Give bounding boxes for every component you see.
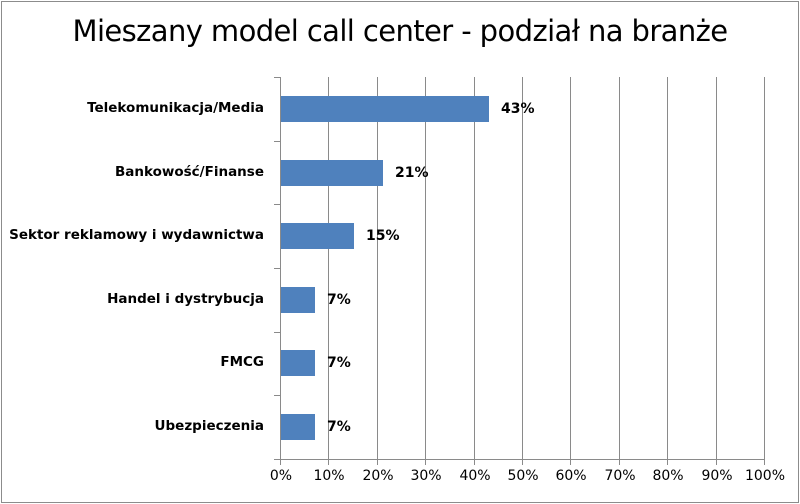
gridline bbox=[716, 77, 717, 459]
x-tick bbox=[522, 459, 523, 465]
gridline bbox=[328, 77, 329, 459]
x-tick-label: 20% bbox=[362, 468, 394, 484]
gridline bbox=[474, 77, 475, 459]
x-tick bbox=[377, 459, 378, 465]
x-tick-label: 80% bbox=[652, 468, 684, 484]
data-label: 21% bbox=[395, 165, 429, 181]
gridline bbox=[667, 77, 668, 459]
x-tick bbox=[280, 459, 281, 465]
category-label: Ubezpieczenia bbox=[154, 418, 264, 434]
bar bbox=[281, 96, 489, 122]
x-tick-label: 100% bbox=[744, 468, 786, 484]
gridline bbox=[764, 77, 765, 459]
y-tick bbox=[274, 459, 280, 460]
y-tick bbox=[274, 395, 280, 396]
x-tick-label: 40% bbox=[459, 468, 491, 484]
y-tick bbox=[274, 268, 280, 269]
bar bbox=[281, 414, 315, 440]
x-tick-label: 70% bbox=[604, 468, 636, 484]
gridline bbox=[425, 77, 426, 459]
data-label: 7% bbox=[327, 292, 351, 308]
category-label: Handel i dystrybucja bbox=[107, 291, 264, 307]
gridline bbox=[619, 77, 620, 459]
y-tick bbox=[274, 141, 280, 142]
x-tick bbox=[474, 459, 475, 465]
bar bbox=[281, 287, 315, 313]
chart-title: Mieszany model call center - podział na … bbox=[72, 14, 729, 48]
x-tick-label: 90% bbox=[701, 468, 733, 484]
data-label: 7% bbox=[327, 355, 351, 371]
y-tick bbox=[274, 332, 280, 333]
y-tick bbox=[274, 77, 280, 78]
x-tick-label: 10% bbox=[313, 468, 345, 484]
category-label: Telekomunikacja/Media bbox=[87, 100, 264, 116]
category-label: FMCG bbox=[220, 354, 264, 370]
x-tick bbox=[667, 459, 668, 465]
x-tick-label: 60% bbox=[555, 468, 587, 484]
x-axis bbox=[274, 459, 764, 460]
category-label: Bankowość/Finanse bbox=[115, 164, 264, 180]
category-label: Sektor reklamowy i wydawnictwa bbox=[9, 227, 264, 243]
gridline bbox=[570, 77, 571, 459]
x-tick bbox=[425, 459, 426, 465]
data-label: 7% bbox=[327, 419, 351, 435]
bar bbox=[281, 350, 315, 376]
gridline bbox=[377, 77, 378, 459]
x-tick-label: 30% bbox=[410, 468, 442, 484]
bar bbox=[281, 223, 354, 249]
bar bbox=[281, 160, 383, 186]
x-tick-label: 0% bbox=[269, 468, 293, 484]
x-tick bbox=[764, 459, 765, 465]
y-tick bbox=[274, 204, 280, 205]
x-tick bbox=[619, 459, 620, 465]
y-axis bbox=[280, 77, 281, 459]
x-tick bbox=[570, 459, 571, 465]
x-tick-label: 50% bbox=[507, 468, 539, 484]
gridline bbox=[522, 77, 523, 459]
data-label: 15% bbox=[366, 228, 400, 244]
data-label: 43% bbox=[501, 101, 535, 117]
x-tick bbox=[716, 459, 717, 465]
x-tick bbox=[328, 459, 329, 465]
